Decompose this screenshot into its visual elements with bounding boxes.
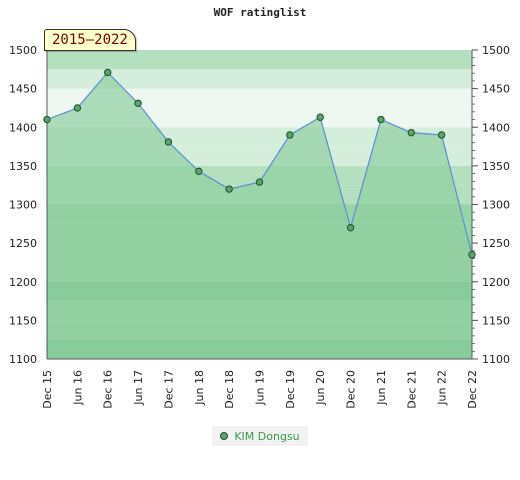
x-tick-label: Jun 17 [132, 370, 145, 406]
series-area [47, 72, 472, 359]
data-point [164, 138, 173, 146]
y-tick-label-right: 1500 [482, 44, 510, 57]
x-tick-label: Dec 19 [284, 370, 297, 409]
data-point [255, 178, 264, 186]
x-tick-label: Jun 20 [314, 370, 327, 406]
points-layer [43, 68, 476, 259]
y-tick-label-right: 1200 [482, 276, 510, 289]
data-point [377, 115, 385, 124]
period-badge: 2015–2022 [44, 29, 136, 51]
data-point [134, 99, 142, 108]
y-tick-label-left: 1100 [9, 353, 37, 366]
data-point [104, 68, 112, 77]
data-point [346, 223, 355, 232]
background-band [47, 88, 472, 108]
x-tick-label: Dec 15 [41, 370, 54, 409]
y-tick-label-left: 1500 [9, 44, 37, 57]
data-point [43, 115, 51, 124]
y-tick-label-left: 1200 [9, 276, 37, 289]
data-point [225, 185, 233, 193]
data-point [407, 128, 415, 137]
x-tick-label: Dec 17 [162, 370, 175, 409]
axes: 1100 1100 1150 1150 1200 1200 1250 1250 1300 1300… [9, 44, 510, 409]
legend[interactable]: KIM Dongsu [212, 426, 308, 446]
y-tick-label-left: 1300 [9, 199, 37, 212]
x-tick-label: Dec 18 [223, 370, 236, 409]
chart-title: WOF ratinglist [213, 6, 307, 19]
y-tick-label-right: 1150 [482, 314, 510, 327]
x-tick-label: Jun 16 [71, 370, 84, 406]
x-tick-label: Dec 16 [102, 370, 115, 409]
y-tick-label-left: 1250 [9, 237, 37, 250]
data-point [316, 113, 324, 121]
x-tick-label: Jun 18 [193, 370, 206, 406]
y-tick-label-left: 1350 [9, 160, 37, 173]
x-tick-label: Dec 20 [345, 370, 358, 409]
x-tick-label: Jun 22 [436, 370, 449, 406]
x-tick-label: Dec 21 [405, 370, 418, 409]
y-tick-label-left: 1450 [9, 83, 37, 96]
x-tick-label: Jun 19 [254, 370, 267, 406]
data-point [73, 104, 82, 112]
data-point [195, 167, 203, 175]
y-tick-label-right: 1350 [482, 160, 510, 173]
x-tick-label: Dec 22 [466, 370, 479, 409]
y-tick-label-right: 1400 [482, 121, 510, 134]
y-tick-label-left: 1400 [9, 121, 37, 134]
data-point [468, 251, 476, 259]
y-tick-label-right: 1250 [482, 237, 510, 250]
x-tick-label: Jun 21 [375, 370, 388, 406]
data-point [437, 131, 446, 139]
background-band [47, 69, 472, 89]
y-tick-label-right: 1450 [482, 83, 510, 96]
legend-label: KIM Dongsu [234, 429, 300, 443]
data-point [286, 131, 294, 139]
legend-marker-icon [220, 432, 229, 440]
y-tick-label-left: 1150 [9, 314, 37, 327]
y-tick-label-right: 1300 [482, 199, 510, 212]
y-tick-label-right: 1100 [482, 353, 510, 366]
background-band [47, 50, 472, 70]
